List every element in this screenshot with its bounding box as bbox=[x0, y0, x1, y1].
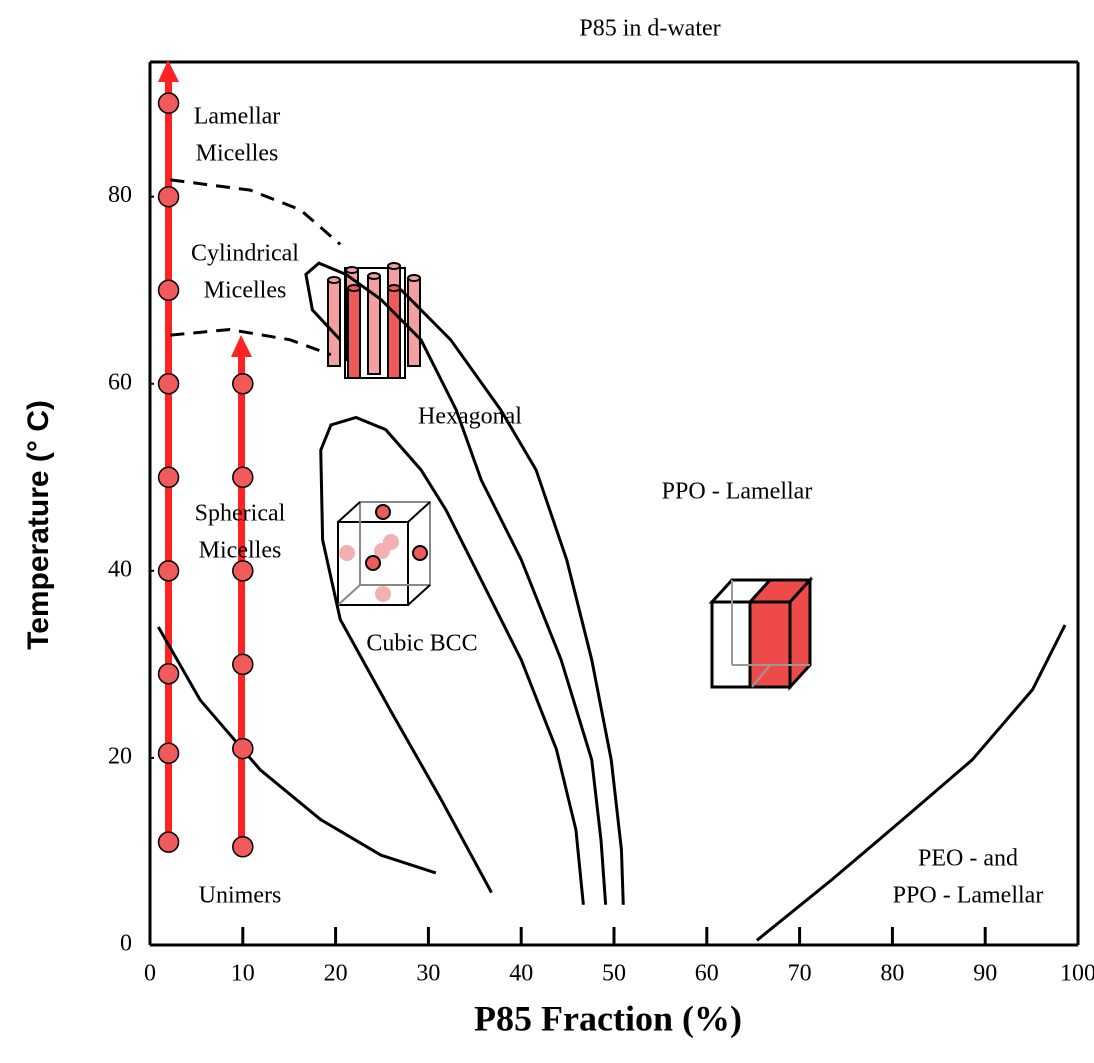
phase-boundary bbox=[319, 415, 585, 905]
phase-boundary bbox=[157, 626, 437, 875]
x-tick-label: 20 bbox=[324, 961, 348, 987]
x-tick-label: 60 bbox=[695, 961, 719, 987]
data-point bbox=[232, 737, 254, 760]
y-tick-label: 60 bbox=[108, 369, 132, 395]
arrows bbox=[158, 60, 252, 845]
region-label: PPO - Lamellar bbox=[893, 883, 1044, 909]
phase-boundary bbox=[304, 261, 608, 905]
region-label: PPO - Lamellar bbox=[662, 479, 813, 505]
x-tick-label: 100 bbox=[1060, 961, 1094, 987]
region-label: Lamellar bbox=[194, 104, 281, 130]
data-point bbox=[232, 560, 254, 582]
x-tick-label: 90 bbox=[973, 961, 997, 987]
x-tick-label: 0 bbox=[144, 961, 156, 987]
x-tick-label: 50 bbox=[602, 961, 626, 987]
region-label: Micelles bbox=[204, 278, 287, 304]
x-tick-label: 80 bbox=[880, 961, 904, 987]
x-tick-label: 40 bbox=[509, 961, 533, 987]
chart-title: P85 in d-water bbox=[579, 16, 720, 42]
data-point bbox=[157, 279, 180, 301]
region-label: PEO - and bbox=[918, 846, 1018, 872]
phase-boundary bbox=[755, 624, 1067, 942]
dashed-boundary bbox=[170, 328, 332, 357]
y-tick-label: 80 bbox=[108, 182, 132, 208]
x-tick-label: 30 bbox=[416, 961, 440, 987]
lamellar-icon bbox=[708, 576, 814, 691]
frame bbox=[148, 60, 1080, 947]
data-point bbox=[157, 560, 180, 582]
x-tick-label: 70 bbox=[788, 961, 812, 987]
y-tick-label: 0 bbox=[120, 931, 132, 957]
data-point bbox=[232, 373, 254, 395]
dashed-boundary bbox=[170, 178, 342, 246]
region-label: Cylindrical bbox=[191, 241, 299, 267]
region-label: Spherical bbox=[195, 501, 286, 527]
data-point bbox=[232, 466, 254, 489]
data-point bbox=[157, 742, 180, 764]
data-point bbox=[232, 653, 254, 676]
phase-boundary bbox=[399, 288, 625, 905]
y-tick-label: 40 bbox=[108, 556, 132, 582]
data-point bbox=[232, 836, 254, 858]
data-point bbox=[157, 662, 180, 685]
region-label: Cubic BCC bbox=[366, 631, 477, 657]
data-point bbox=[157, 92, 180, 114]
data-point bbox=[157, 831, 180, 853]
x-axis-label: P85 Fraction (%) bbox=[474, 998, 742, 1038]
y-axis-label: Temperature (° C) bbox=[22, 400, 55, 650]
data-point bbox=[157, 185, 180, 208]
x-tick-label: 10 bbox=[231, 961, 255, 987]
region-label: Micelles bbox=[199, 538, 282, 564]
data-point bbox=[157, 466, 180, 489]
cube-icon bbox=[337, 501, 431, 606]
region-label: Hexagonal bbox=[418, 404, 522, 430]
y-tick-label: 20 bbox=[108, 743, 132, 769]
region-label: Micelles bbox=[196, 141, 279, 167]
region-label: Unimers bbox=[199, 883, 282, 909]
data-point bbox=[157, 373, 180, 395]
cylinder-icon bbox=[327, 262, 421, 379]
